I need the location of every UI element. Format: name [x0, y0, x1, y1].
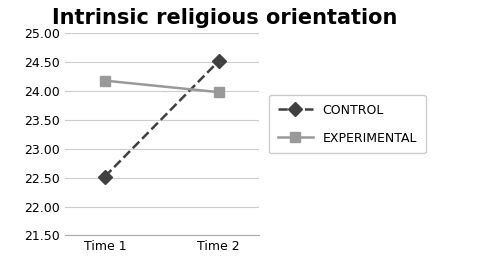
Text: Intrinsic religious orientation: Intrinsic religious orientation	[52, 8, 398, 28]
Legend: CONTROL, EXPERIMENTAL: CONTROL, EXPERIMENTAL	[269, 95, 426, 153]
